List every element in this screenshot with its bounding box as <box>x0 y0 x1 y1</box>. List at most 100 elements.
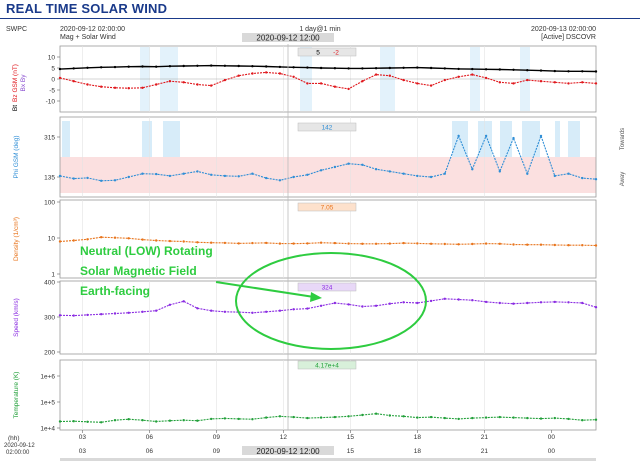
data-point-temperature-5 <box>127 418 130 421</box>
data-point-density-0 <box>58 240 62 243</box>
y-tick-label-speed-0: 400 <box>44 280 55 287</box>
title-rule <box>0 18 640 19</box>
y-label-density: Density (1/cm³) <box>13 217 20 261</box>
data-point-bt-25 <box>402 66 405 70</box>
start-time: 2020-09-12 02:00:00 <box>60 26 125 33</box>
data-point-density-7 <box>155 239 158 242</box>
data-point-bt-0 <box>58 67 62 71</box>
data-point-bz-13 <box>237 74 240 77</box>
data-point-phi-18 <box>306 173 309 176</box>
series-line-bz <box>59 71 597 90</box>
data-point-temperature-34 <box>526 416 529 420</box>
phi-towards-band-0 <box>62 121 70 157</box>
panel-frame-temperature <box>59 359 597 431</box>
data-point-bt-21 <box>347 67 350 70</box>
panel-frame-phi <box>59 116 597 198</box>
data-point-speed-17 <box>292 308 295 311</box>
data-point-phi-35 <box>539 134 543 138</box>
data-point-speed-21 <box>347 303 350 306</box>
data-point-bt-29 <box>457 67 460 71</box>
data-point-bz-32 <box>498 81 501 84</box>
data-point-density-25 <box>402 241 405 245</box>
data-point-speed-20 <box>333 301 337 305</box>
y-tick-label-density-1: 10 <box>48 236 56 243</box>
cursor-value-box-temperature <box>297 360 357 370</box>
y-tick-label-temperature-1: 1e+5 <box>40 400 55 407</box>
data-point-density-37 <box>567 244 570 247</box>
phi-right-label-towards: Towards <box>620 128 626 150</box>
data-point-temperature-12 <box>223 417 227 420</box>
data-point-bz-12 <box>223 78 227 82</box>
data-point-phi-36 <box>553 174 556 178</box>
data-point-speed-2 <box>86 313 89 317</box>
data-point-density-14 <box>251 241 254 245</box>
data-point-phi-25 <box>402 172 405 175</box>
x-tick-label-bottom-7: 00 <box>548 448 556 455</box>
data-point-density-8 <box>168 239 172 243</box>
data-point-density-4 <box>113 236 117 239</box>
data-point-temperature-0 <box>58 420 62 423</box>
data-point-phi-3 <box>100 179 103 182</box>
data-point-temperature-4 <box>113 419 117 422</box>
data-point-phi-1 <box>72 177 75 180</box>
end-time: 2020-09-13 02:00:00 <box>531 26 596 33</box>
data-point-temperature-27 <box>429 415 433 419</box>
series-line-bt <box>59 64 597 73</box>
data-point-phi-37 <box>567 172 570 175</box>
data-point-density-35 <box>539 243 543 246</box>
data-point-speed-27 <box>429 299 433 303</box>
data-point-speed-39 <box>594 306 598 309</box>
x-tick-label-bottom-2: 09 <box>213 448 221 455</box>
data-point-bt-1 <box>72 67 75 70</box>
data-point-speed-18 <box>306 307 309 310</box>
data-point-bz-3 <box>100 85 103 88</box>
data-point-temperature-9 <box>182 419 185 422</box>
x-tick-label-top-4: 15 <box>347 434 355 441</box>
data-point-speed-38 <box>581 301 584 305</box>
bottom-scroll-strip[interactable] <box>60 458 596 461</box>
data-point-speed-36 <box>553 300 556 304</box>
data-point-density-38 <box>581 244 584 247</box>
data-point-phi-17 <box>292 175 295 179</box>
phi-towards-band-8 <box>568 121 580 157</box>
data-point-bt-14 <box>251 65 254 68</box>
annotation-arrow <box>215 281 315 298</box>
data-point-bt-9 <box>182 64 185 68</box>
data-point-speed-3 <box>100 313 103 316</box>
phi-towards-band-1 <box>142 121 152 157</box>
data-point-density-10 <box>196 241 199 244</box>
data-point-phi-27 <box>429 175 433 179</box>
phi-right-label-away: Away <box>620 172 626 187</box>
x-tick-label-bottom-5: 18 <box>414 448 422 455</box>
data-point-phi-32 <box>498 170 501 173</box>
panel-frame-speed <box>59 280 597 355</box>
data-point-bz-21 <box>347 87 350 91</box>
data-point-phi-23 <box>374 168 378 171</box>
data-point-density-32 <box>498 242 501 245</box>
data-point-phi-30 <box>471 168 474 171</box>
data-point-bz-30 <box>471 73 474 76</box>
data-point-temperature-1 <box>72 420 75 423</box>
data-point-bz-38 <box>581 81 584 84</box>
data-point-density-29 <box>457 243 460 246</box>
bottom-time: 02:00:00 <box>6 450 30 456</box>
data-point-bz-7 <box>155 83 158 86</box>
data-point-bt-28 <box>443 67 446 70</box>
data-point-temperature-36 <box>553 416 556 420</box>
data-point-density-15 <box>265 241 268 245</box>
data-point-speed-4 <box>113 312 117 315</box>
data-point-temperature-8 <box>168 419 172 422</box>
cursor-value-temperature-0: 4.17e+4 <box>315 363 339 370</box>
data-point-density-11 <box>210 241 213 244</box>
panel-temperature: 1e+6 1e+5 1e+4 Temperature (K) 4.17e+4 <box>13 359 598 433</box>
data-point-bz-10 <box>196 83 199 86</box>
data-point-temperature-14 <box>251 418 254 421</box>
data-point-temperature-19 <box>319 416 323 419</box>
cursor-value-box-mag <box>297 47 357 57</box>
cursor-value-box-density <box>297 202 357 212</box>
data-point-bt-17 <box>292 66 295 69</box>
data-point-speed-28 <box>443 297 446 300</box>
data-point-speed-16 <box>278 309 282 312</box>
data-point-speed-10 <box>196 307 199 310</box>
x-tick-label-top-5: 18 <box>414 434 422 441</box>
